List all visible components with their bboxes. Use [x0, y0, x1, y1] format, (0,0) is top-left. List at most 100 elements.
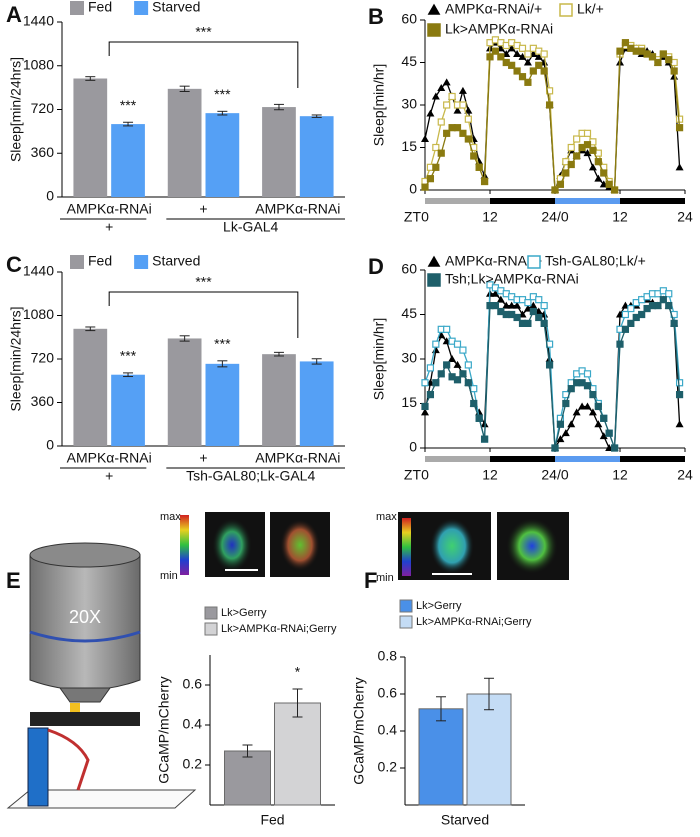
point [562, 399, 570, 408]
point [523, 58, 532, 66]
point [605, 180, 613, 188]
point [470, 152, 478, 160]
legend-marker [427, 255, 441, 267]
point [453, 376, 462, 384]
light-bar [425, 456, 490, 462]
series-line [424, 39, 681, 193]
point [627, 304, 635, 313]
point [665, 302, 673, 310]
point [540, 67, 548, 75]
point [675, 379, 684, 387]
point [431, 92, 440, 100]
legend-label: Lk>Gerry [416, 600, 462, 612]
bar [299, 361, 334, 446]
point [513, 67, 521, 75]
point [518, 73, 527, 81]
legend-swatch [399, 599, 413, 613]
point [583, 402, 592, 410]
point [594, 158, 602, 166]
point [507, 44, 516, 52]
point [524, 50, 532, 58]
x-tick-label: AMPKα-RNAi [255, 450, 340, 466]
point [621, 39, 630, 47]
y-tick-label: 60 [401, 11, 417, 27]
point [421, 183, 429, 191]
x-tick-label: 0 [421, 467, 429, 483]
point [610, 186, 619, 194]
point [432, 379, 440, 387]
point [567, 420, 576, 428]
x-tick-label: AMPKα-RNAi [67, 450, 152, 466]
y-tick-label: 0 [409, 439, 417, 455]
point [556, 435, 565, 443]
point [599, 432, 608, 440]
y-tick-label: 0.2 [183, 756, 203, 772]
point [670, 67, 678, 75]
y-tick-label: 0.8 [378, 648, 398, 664]
x-tick-label: 12 [612, 467, 628, 483]
point [535, 313, 543, 322]
point [665, 290, 673, 298]
y-tick-label: 0.6 [378, 685, 398, 701]
x-axis-title: ZT [404, 209, 422, 225]
y-tick-label: 45 [401, 53, 417, 69]
point [675, 420, 684, 428]
point [583, 382, 592, 390]
light-bar [490, 198, 555, 204]
point [616, 47, 624, 55]
y-tick-label: 360 [31, 393, 55, 409]
point [437, 84, 446, 91]
point [459, 101, 467, 109]
point [605, 429, 613, 437]
legend-marker [559, 3, 573, 17]
y-tick-label: 0.4 [183, 716, 203, 732]
y-axis-title: Sleep[min/hr] [371, 318, 387, 400]
point [572, 408, 581, 416]
legend-label: Lk/+ [577, 1, 604, 17]
legend-label: Fed [88, 253, 112, 269]
point [556, 420, 565, 428]
panel-label: D [368, 254, 384, 279]
legend-label: Lk>AMPKα-RNAi [445, 21, 553, 37]
point [556, 180, 565, 188]
point [464, 106, 473, 114]
point [426, 109, 435, 117]
legend-marker [427, 23, 441, 37]
point [470, 399, 478, 408]
panel-label: E [6, 568, 21, 593]
legend-label: AMPKα-RNAi/+ [445, 1, 542, 17]
point [497, 53, 505, 61]
genotype-label: Tsh-GAL80;Lk-GAL4 [186, 468, 315, 484]
point [583, 370, 592, 378]
bar [111, 124, 145, 197]
point [567, 143, 575, 152]
point [675, 163, 684, 171]
point [491, 302, 500, 310]
significance: *** [120, 97, 137, 113]
colorbar-max: max [160, 511, 181, 523]
point [518, 52, 527, 60]
point [486, 53, 494, 61]
y-axis-title: Sleep[min/hr] [371, 64, 387, 146]
bar [299, 116, 334, 197]
legend-label: Lk>AMPKα-RNAi;Gerry [416, 616, 532, 628]
point [426, 175, 435, 183]
panel-label: C [6, 252, 22, 277]
x-tick-label: + [199, 201, 207, 217]
light-bar [620, 198, 685, 204]
point [475, 414, 483, 422]
legend-label: Lk>Gerry [221, 607, 267, 619]
legend-label: AMPKα-RNAi/+ [445, 253, 542, 269]
genotype-label: + [105, 219, 113, 235]
point [502, 301, 511, 309]
point [459, 129, 467, 137]
legend-label: Starved [152, 0, 200, 15]
significance: *** [120, 348, 137, 364]
point [567, 385, 575, 393]
light-bar [555, 198, 620, 204]
point [443, 129, 451, 137]
point [594, 174, 603, 182]
point [508, 61, 516, 69]
point [442, 78, 451, 86]
point [437, 370, 445, 378]
